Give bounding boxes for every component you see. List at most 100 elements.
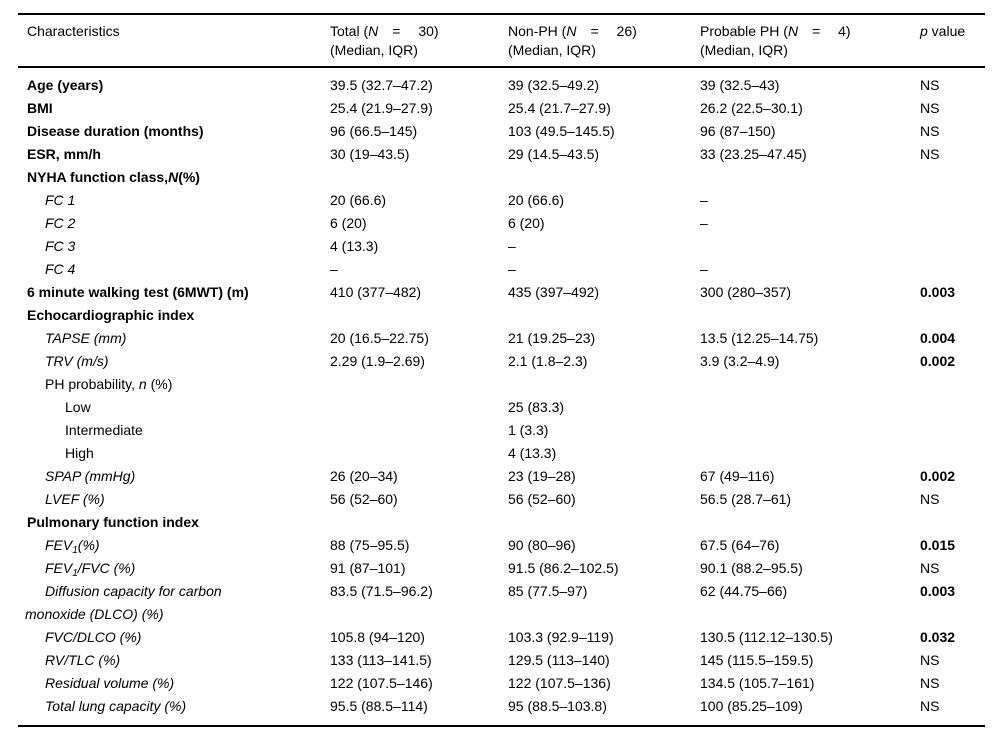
label-text: (%)	[178, 169, 200, 185]
value-cell: 90.1 (88.2–95.5)	[700, 560, 803, 576]
p-value-cell	[920, 235, 985, 258]
p-value-cell: 0.003	[920, 284, 956, 300]
table-row: FC 1 20 (66.6) 20 (66.6) –	[18, 189, 985, 212]
label-text: High	[65, 445, 94, 461]
label-text: FEV	[45, 560, 73, 576]
row-label-cell: FC 1	[18, 189, 330, 212]
value-cell: –	[330, 261, 338, 277]
value-cell: 130.5 (112.12–130.5)	[700, 629, 833, 645]
label-text: LVEF (%)	[45, 491, 105, 507]
value-cell	[700, 419, 920, 442]
row-label-cell: High	[18, 442, 330, 465]
column-header-characteristics: Characteristics	[18, 14, 330, 68]
p-value-cell: NS	[920, 491, 940, 507]
label-text: = 30)	[378, 23, 439, 39]
value-cell: 122 (107.5–136)	[508, 675, 611, 691]
table-row: FEV1(%) 88 (75–95.5) 90 (80–96) 67.5 (64–76…	[18, 534, 985, 557]
row-label-cell: FEV1/FVC (%)	[18, 557, 330, 580]
value-cell: 435 (397–492)	[508, 284, 600, 300]
label-text: /FVC (%)	[77, 560, 136, 576]
label-text: FC 4	[45, 261, 76, 277]
p-value-cell	[920, 373, 985, 396]
label-text: FC 1	[45, 192, 76, 208]
row-label-cell: Age (years)	[18, 67, 330, 97]
value-cell: 67 (49–116)	[700, 468, 775, 484]
table-row: TRV (m/s) 2.29 (1.9–2.69) 2.1 (1.8–2.3) 3.9…	[18, 350, 985, 373]
p-value-cell: NS	[920, 146, 940, 162]
row-label-cell: Low	[18, 396, 330, 419]
p-value-cell: NS	[920, 77, 940, 93]
label-text: Residual volume (%)	[45, 675, 175, 691]
table-row: Low 25 (83.3)	[18, 396, 985, 419]
value-cell: –	[700, 261, 708, 277]
value-cell: 1 (3.3)	[508, 422, 549, 438]
p-value-cell: NS	[920, 698, 940, 714]
p-value-cell	[920, 396, 985, 419]
value-cell: 67.5 (64–76)	[700, 537, 780, 553]
label-text: N	[368, 23, 379, 39]
value-cell: 3.9 (3.2–4.9)	[700, 353, 780, 369]
p-value-cell	[920, 419, 985, 442]
value-cell	[330, 396, 508, 419]
label-text: 6 minute walking test (6MWT) (m)	[27, 284, 249, 300]
label-text: Total (	[330, 23, 369, 39]
label-text: SPAP (mmHg)	[45, 468, 136, 484]
table-row: Residual volume (%) 122 (107.5–146) 122 (1…	[18, 672, 985, 695]
value-cell: 95 (88.5–103.8)	[508, 698, 607, 714]
table-row: FC 3 4 (13.3) –	[18, 235, 985, 258]
value-cell	[700, 442, 920, 465]
row-label-cell: Diffusion capacity for carbon monoxide (D…	[18, 580, 330, 626]
value-cell	[700, 396, 920, 419]
column-header-line1: p value	[920, 22, 985, 41]
label-text: FC 2	[45, 215, 76, 231]
table-row: NYHA function class,N(%)	[18, 166, 985, 189]
row-label-cell: FVC/DLCO (%)	[18, 626, 330, 649]
table-body: Age (years) 39.5 (32.7–47.2) 39 (32.5–49.2…	[18, 67, 985, 726]
value-cell: 103 (49.5–145.5)	[508, 123, 615, 139]
table-row: Diffusion capacity for carbon monoxide (D…	[18, 580, 985, 626]
value-cell: 88 (75–95.5)	[330, 537, 410, 553]
row-label-cell: Echocardiographic index	[18, 304, 330, 327]
value-cell	[508, 373, 700, 396]
column-header-line1: Characteristics	[27, 22, 330, 41]
label-text: (%)	[146, 376, 173, 392]
value-cell: 30 (19–43.5)	[330, 146, 410, 162]
label-text: FC 3	[45, 238, 76, 254]
label-text: = 4)	[798, 23, 851, 39]
value-cell: 95.5 (88.5–114)	[330, 698, 428, 714]
label-text: Echocardiographic index	[27, 307, 195, 323]
p-value-cell: 0.003	[920, 583, 956, 599]
label-text: value	[927, 23, 966, 39]
value-cell: 129.5 (113–140)	[508, 652, 610, 668]
table-row: Echocardiographic index	[18, 304, 985, 327]
table-row: SPAP (mmHg) 26 (20–34) 23 (19–28) 67 (49–11…	[18, 465, 985, 488]
value-cell	[330, 373, 508, 396]
value-cell: 33 (23.25–47.45)	[700, 146, 807, 162]
label-text: Non-PH (	[508, 23, 567, 39]
p-value-cell	[920, 189, 985, 212]
p-value-cell: NS	[920, 123, 940, 139]
column-header-line1: Total (N = 30)	[330, 22, 508, 41]
row-label-cell: TRV (m/s)	[18, 350, 330, 373]
table-row: FC 4 – – –	[18, 258, 985, 281]
table-row: Intermediate 1 (3.3)	[18, 419, 985, 442]
value-cell: 56 (52–60)	[508, 491, 576, 507]
value-cell: 39 (32.5–49.2)	[508, 77, 600, 93]
table-row: Pulmonary function index	[18, 511, 985, 534]
label-text: Disease duration (months)	[27, 123, 204, 139]
row-label-cell: PH probability, n (%)	[18, 373, 330, 396]
value-cell: 39.5 (32.7–47.2)	[330, 77, 433, 93]
label-text: PH probability,	[45, 376, 139, 392]
label-text: ESR, mm/h	[27, 146, 101, 162]
value-cell: 56.5 (28.7–61)	[700, 491, 792, 507]
value-cell: 20 (66.6)	[508, 192, 565, 208]
value-cell	[330, 419, 508, 442]
label-text: BMI	[27, 100, 53, 116]
value-cell: 2.1 (1.8–2.3)	[508, 353, 588, 369]
value-cell	[508, 511, 700, 534]
value-cell: 96 (87–150)	[700, 123, 776, 139]
value-cell: 91.5 (86.2–102.5)	[508, 560, 619, 576]
p-value-cell	[920, 511, 985, 534]
value-cell: 122 (107.5–146)	[330, 675, 433, 691]
